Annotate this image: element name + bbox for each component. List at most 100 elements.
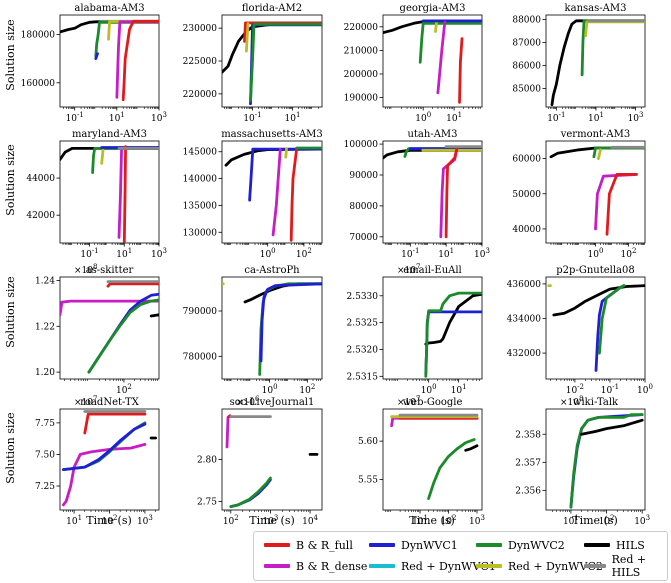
- y-tick-label: 780000: [183, 352, 218, 362]
- x-tick-label: 100: [588, 247, 604, 260]
- tick-label-exponent: 3: [485, 247, 489, 255]
- series-br_full: [83, 412, 147, 435]
- series-hils: [464, 444, 479, 452]
- axis-exponent-label: ×108: [74, 263, 97, 276]
- tick-label-exponent: 1: [120, 111, 124, 119]
- series-dynwvc1: [62, 422, 147, 472]
- y-tick-label: 2.75: [197, 498, 217, 508]
- y-tick-label: 1.20: [35, 368, 55, 378]
- plot-frame: [382, 140, 483, 244]
- tick-label-exponent: 8: [579, 395, 583, 403]
- y-tick-label: 2.5320: [347, 345, 379, 355]
- tick-label-base: 10: [299, 386, 311, 396]
- x-tick-label: 101: [284, 111, 300, 124]
- tick-label-base: 10: [260, 250, 272, 260]
- x-tick-label: 101: [438, 247, 454, 260]
- tick-label-exponent: 1: [458, 111, 462, 119]
- plot-frame: [221, 14, 323, 108]
- y-tick-label: 5.55: [358, 475, 378, 485]
- tick-label-exponent: -1: [92, 247, 99, 255]
- x-tick-label: 101: [109, 111, 125, 124]
- x-tick-label: 103: [262, 514, 278, 527]
- tick-label-exponent: -1: [612, 383, 619, 391]
- series-dynwvc1: [94, 52, 99, 60]
- series-hils: [149, 313, 159, 318]
- tick-label-exponent: 1: [462, 383, 466, 391]
- legend-label: Red + DynWVC1: [401, 559, 496, 573]
- y-axis-label-row-2: Solution size: [4, 144, 17, 215]
- tick-label-base: 10: [401, 250, 413, 260]
- panel-title: as-skitter: [86, 265, 134, 276]
- plot-frame: [59, 140, 160, 244]
- axis-exponent-label: ×107: [74, 395, 97, 408]
- x-tick-label: 10-1: [243, 111, 261, 124]
- plot-frame: [221, 276, 323, 380]
- tick-label-base: 10: [599, 517, 611, 527]
- y-tick-label: 2.5325: [347, 319, 379, 329]
- panel-as-skitter: as-skitter×108 102 1.20 1.22 1.24: [35, 263, 160, 396]
- y-tick-label: 220000: [344, 23, 379, 33]
- tick-label-base: ×10: [236, 398, 255, 408]
- series-group: [60, 280, 159, 374]
- y-tick-label: 190000: [344, 94, 379, 104]
- x-tick-label: 100: [415, 111, 431, 124]
- tick-label-exponent: 3: [274, 514, 278, 522]
- legend-swatch: [369, 543, 395, 547]
- series-br_full: [289, 147, 299, 242]
- tick-label-base: 10: [151, 250, 163, 260]
- series-group: [383, 145, 482, 239]
- y-tick-label: 2.80: [197, 456, 217, 466]
- y-axis-label-row-1: Solution size: [4, 19, 17, 90]
- legend-label: Red + HILS: [611, 553, 647, 579]
- x-tick-label: 102: [441, 514, 457, 527]
- y-tick-label: 42000: [26, 211, 55, 221]
- series-dynwvc2: [598, 284, 626, 355]
- series-br_dense: [271, 147, 282, 237]
- tick-label-exponent: 7: [93, 395, 97, 403]
- tick-label-base: 10: [116, 386, 128, 396]
- tick-label-exponent: -1: [413, 247, 420, 255]
- x-tick-label: 101: [116, 247, 132, 260]
- x-tick-label: 103: [137, 514, 153, 527]
- panel-title: massachusetts-AM3: [221, 129, 323, 140]
- y-tick-label: 160000: [21, 79, 56, 89]
- series-group: [569, 413, 644, 509]
- plot-frame: [545, 14, 646, 108]
- axis-exponent-label: ×106: [236, 395, 260, 408]
- plot-frame: [545, 408, 646, 511]
- x-tick-label: 102: [621, 247, 637, 260]
- tick-label-base: ×10: [560, 398, 579, 408]
- series-br_dense: [436, 20, 447, 95]
- legend-label: B & R_full: [296, 538, 353, 552]
- series-group: [549, 145, 645, 236]
- tick-label-exponent: 0: [273, 383, 277, 391]
- tick-label-base: 10: [262, 517, 274, 527]
- y-tick-label: 2.358: [515, 430, 541, 440]
- tick-label-exponent: 0: [599, 247, 603, 255]
- tick-label-exponent: 2: [113, 514, 117, 522]
- y-tick-label: 50000: [512, 190, 541, 200]
- y-tick-label: 2.357: [515, 458, 541, 468]
- legend: B & R_full B & R_dense DynWVC1 Red + Dyn…: [253, 531, 668, 581]
- x-tick-label: 100: [637, 383, 653, 396]
- series-br_dense: [62, 442, 147, 507]
- y-tick-label: 180000: [21, 30, 56, 40]
- series-hils: [550, 19, 645, 107]
- tick-label-base: 10: [637, 386, 649, 396]
- y-tick-label: 230000: [183, 24, 218, 34]
- y-tick-label: 85000: [512, 85, 541, 95]
- plot-frame: [59, 276, 160, 380]
- panel-title: roadNet-TX: [80, 397, 140, 408]
- y-tick-label: 432000: [507, 349, 542, 359]
- tick-label-exponent: -2: [577, 383, 584, 391]
- series-group: [424, 291, 482, 378]
- series-group: [390, 413, 479, 500]
- tick-label-exponent: 1: [450, 247, 454, 255]
- tick-label-exponent: 2: [127, 383, 131, 391]
- tick-label-exponent: 7: [416, 263, 420, 271]
- series-group: [224, 146, 322, 242]
- series-br_full: [458, 37, 464, 104]
- x-tick-label: 10-1: [601, 383, 619, 396]
